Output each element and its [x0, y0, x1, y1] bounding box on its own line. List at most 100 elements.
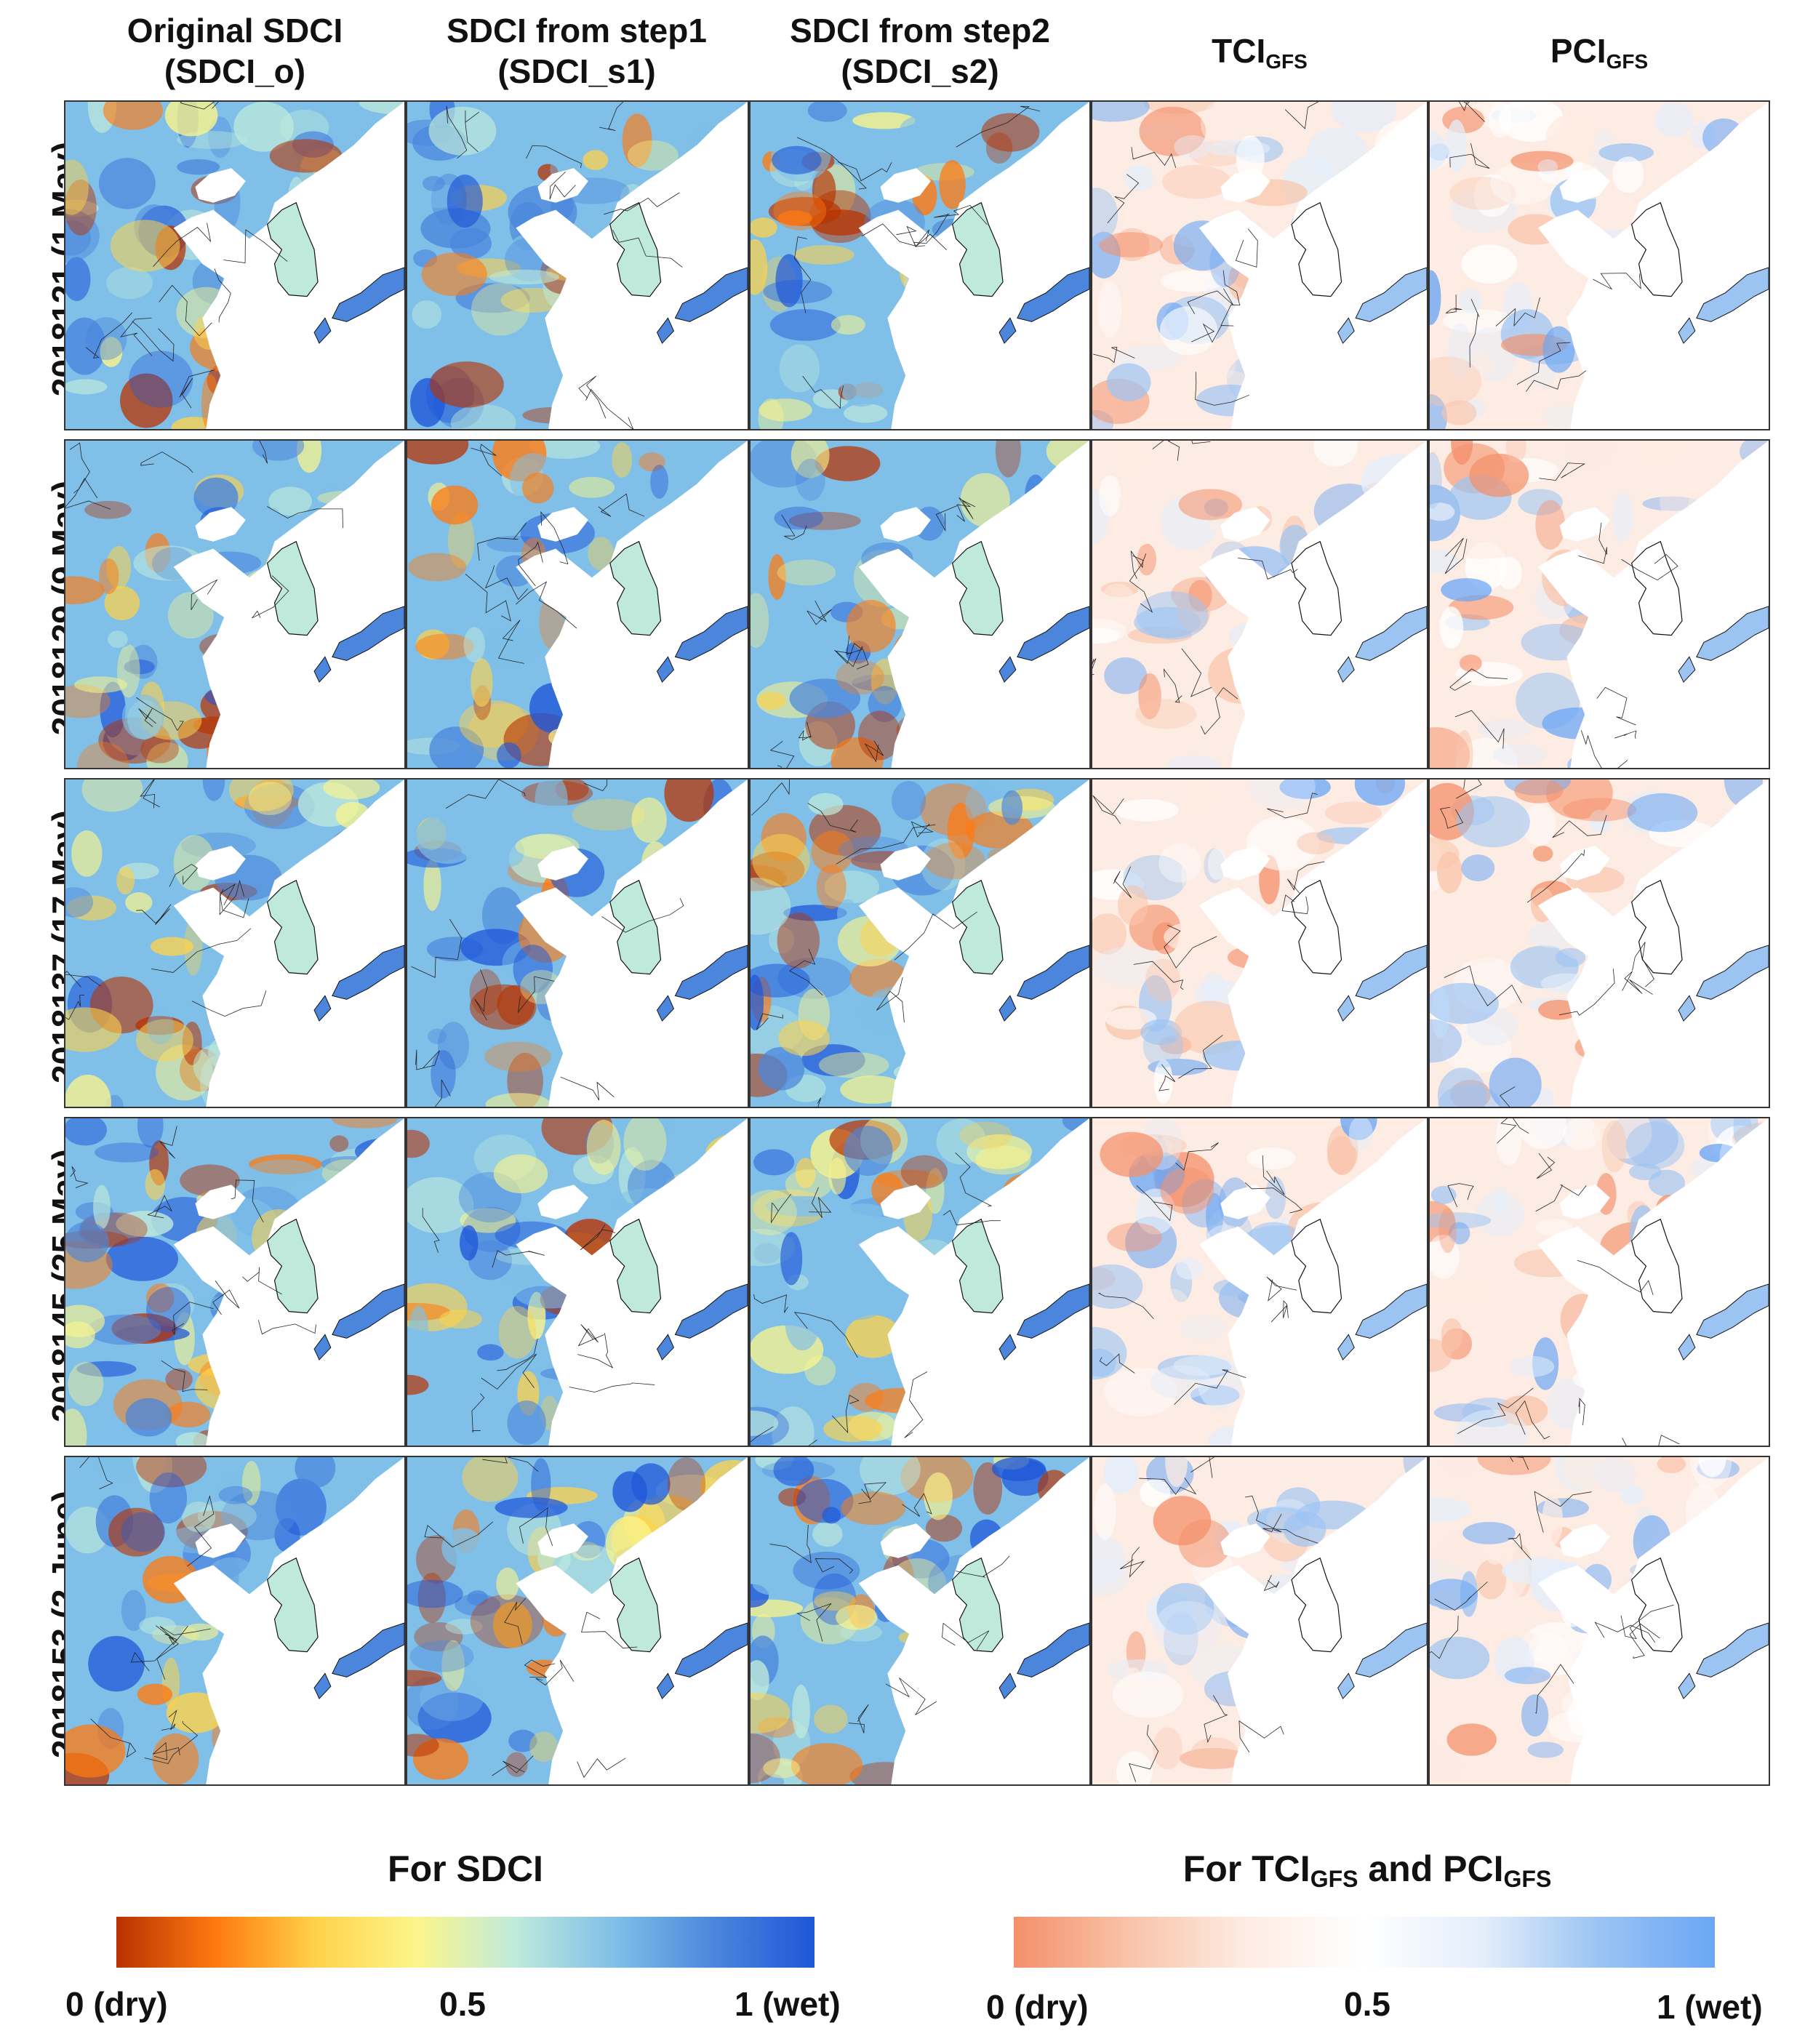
map-texture-blob	[529, 1731, 559, 1763]
border-line	[223, 229, 288, 263]
border-line	[942, 1209, 1001, 1226]
map-texture-blob	[613, 1118, 671, 1153]
map-texture-blob	[1191, 1737, 1238, 1767]
map-texture-blob	[408, 553, 467, 582]
border-line	[798, 721, 812, 741]
map-texture-blob	[892, 781, 926, 821]
map-texture-blob	[450, 404, 516, 429]
map-texture-blob	[1430, 549, 1458, 574]
map-texture-blob	[846, 599, 896, 653]
map-texture-blob	[1458, 288, 1482, 314]
map-texture-blob	[751, 593, 769, 648]
map-texture-blob	[1430, 1339, 1452, 1372]
map-panel	[749, 100, 1091, 430]
map-texture-blob	[1566, 441, 1614, 468]
border-line	[1632, 942, 1654, 987]
border-line	[902, 1493, 932, 1517]
map-texture-blob	[1430, 356, 1482, 407]
border-line	[1187, 288, 1234, 314]
border-line	[1629, 1623, 1660, 1659]
japan-islands	[1678, 606, 1769, 683]
map-texture-blob	[785, 1169, 833, 1200]
map-texture-blob	[807, 102, 847, 122]
map-svg	[407, 102, 748, 429]
border-line	[151, 928, 252, 973]
column-header-subscript: GFS	[1265, 50, 1308, 73]
map-texture-blob	[415, 813, 480, 864]
map-texture-blob	[664, 779, 714, 822]
map-texture-blob	[858, 710, 902, 761]
map-texture-blob	[426, 937, 484, 962]
map-texture-blob	[1178, 489, 1243, 521]
border-line	[771, 1194, 791, 1224]
map-texture-blob	[1100, 1131, 1164, 1177]
map-texture-blob	[845, 1315, 901, 1358]
map-texture-blob	[1555, 947, 1586, 968]
map-texture-blob	[469, 984, 537, 1030]
map-texture-blob	[1160, 270, 1224, 292]
border-line	[1113, 866, 1132, 899]
map-texture-blob	[249, 1154, 322, 1175]
map-texture-blob	[1283, 1512, 1326, 1547]
map-texture-blob	[751, 1410, 779, 1436]
map-texture-blob	[407, 1177, 474, 1233]
map-texture-blob	[411, 1262, 469, 1283]
border-line	[549, 171, 576, 200]
map-texture-blob	[140, 735, 179, 764]
map-texture-blob	[71, 830, 103, 877]
border-line	[751, 1426, 817, 1446]
map-texture-blob	[758, 692, 786, 710]
map-texture-blob	[407, 1374, 429, 1395]
korea-peninsula	[951, 1557, 1004, 1653]
map-texture-blob	[1518, 1118, 1567, 1150]
map-texture-blob	[65, 473, 100, 518]
japan-islands	[998, 606, 1089, 683]
map-texture-blob	[1108, 528, 1152, 548]
map-texture-blob	[1092, 1348, 1116, 1377]
japan-islands	[1337, 945, 1427, 1022]
border-line	[1267, 793, 1318, 819]
border-line	[935, 505, 965, 532]
map-texture-blob	[470, 1594, 544, 1648]
map-texture-blob	[1158, 843, 1201, 883]
column-header-line2: (SDCI_s2)	[841, 52, 999, 90]
map-texture-blob	[1470, 947, 1501, 963]
map-texture-blob	[1698, 1457, 1726, 1478]
map-texture-blob	[1473, 174, 1511, 217]
map-texture-blob	[836, 1604, 878, 1630]
map-texture-blob	[1654, 103, 1694, 137]
map-texture-blob	[586, 1119, 621, 1175]
border-line	[504, 1598, 527, 1644]
korea-peninsula	[1291, 1557, 1342, 1653]
border-line	[894, 911, 977, 961]
map-texture-blob	[174, 1312, 195, 1366]
map-texture-blob	[860, 1457, 921, 1496]
map-texture-blob	[936, 1118, 987, 1165]
map-texture-blob	[1514, 779, 1564, 803]
border-line	[1195, 372, 1249, 406]
border-line	[136, 904, 172, 926]
border-line	[1620, 1604, 1674, 1640]
border-line	[445, 779, 526, 809]
border-line	[885, 1678, 937, 1715]
map-panel	[64, 1456, 406, 1786]
map-texture-blob	[508, 1729, 537, 1752]
map-texture-blob	[462, 1457, 519, 1502]
border-line	[477, 522, 527, 561]
japan-islands	[656, 606, 748, 683]
map-texture-blob	[1174, 135, 1211, 159]
map-texture-blob	[667, 1457, 706, 1511]
map-texture-blob	[498, 1306, 537, 1359]
map-texture-blob	[1448, 1222, 1470, 1245]
map-svg	[1092, 102, 1427, 429]
map-panel	[1091, 1456, 1428, 1786]
japan-islands	[998, 267, 1089, 344]
border-line	[1622, 1435, 1680, 1446]
map-texture-blob	[137, 1683, 173, 1705]
border-line	[191, 579, 218, 611]
map-texture-blob	[81, 779, 143, 812]
map-texture-blob	[1657, 1457, 1686, 1474]
border-line	[497, 1338, 538, 1371]
map-texture-blob	[1118, 885, 1148, 926]
map-texture-blob	[1145, 958, 1180, 1002]
